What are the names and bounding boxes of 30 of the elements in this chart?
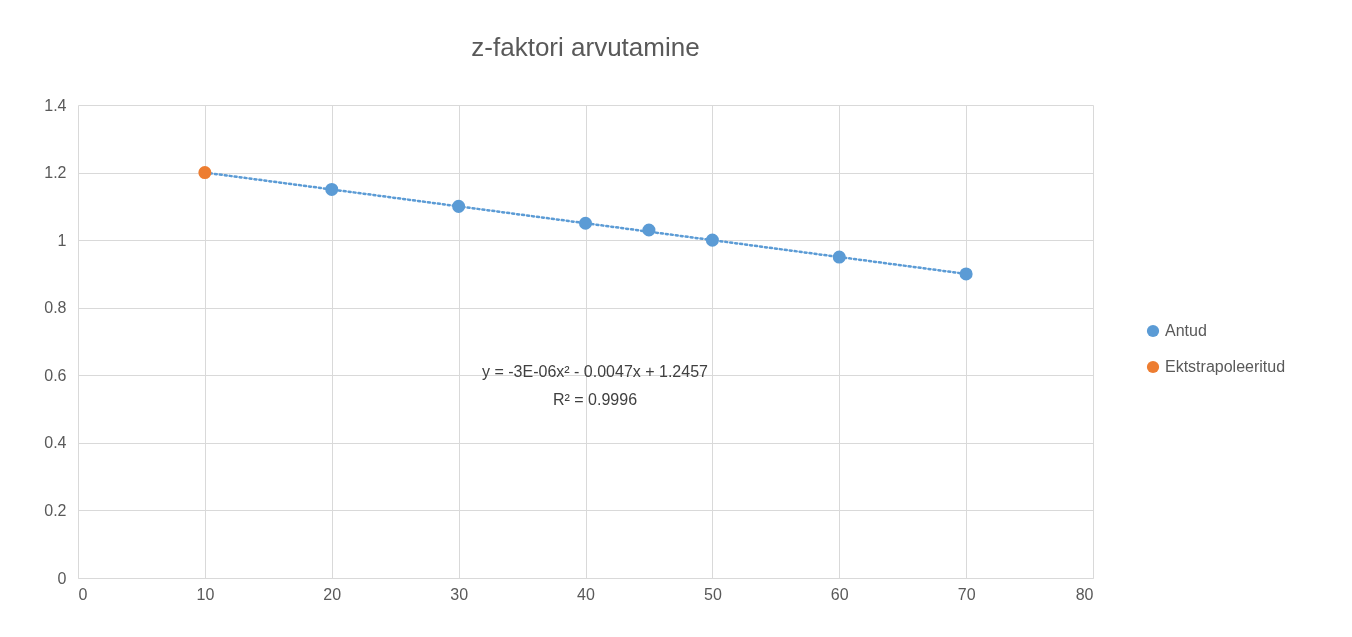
x-tick-label: 80 [1075, 585, 1094, 603]
annotation: y = -3E-06x² - 0.0047x + 1.2457 [482, 363, 709, 380]
y-tick-label: 0 [57, 569, 67, 587]
x-tick-label: 70 [957, 585, 976, 603]
y-tick-label: 1 [57, 231, 67, 249]
x-tick-label: 20 [323, 585, 342, 603]
point [198, 166, 212, 180]
y-tick-label: 1.2 [44, 164, 67, 182]
point [832, 250, 846, 264]
x-tick-label: 10 [196, 585, 215, 603]
annotation: R² = 0.9996 [552, 391, 638, 408]
y-tick-label: 0.6 [44, 366, 67, 384]
y-tick-label: 1.4 [44, 96, 67, 114]
legend-label: Ektstrapoleeritud [1165, 358, 1286, 375]
point [578, 216, 593, 230]
y-tick-label: 0.2 [44, 501, 67, 519]
x-tick-label: 40 [577, 585, 595, 603]
x-tick-label: 50 [703, 585, 722, 603]
point [325, 182, 339, 196]
y-tick-label: 0.4 [44, 434, 67, 452]
chart-title: z-faktori arvutamine [471, 32, 700, 62]
x-tick-label: 60 [830, 585, 849, 603]
point [642, 223, 656, 237]
point [959, 267, 973, 281]
x-tick-label: 30 [450, 585, 469, 603]
y-tick-label: 0.8 [44, 299, 67, 317]
legend-label: Antud [1165, 322, 1207, 339]
point [452, 199, 466, 213]
point [705, 233, 719, 247]
x-tick-label: 0 [78, 585, 88, 603]
